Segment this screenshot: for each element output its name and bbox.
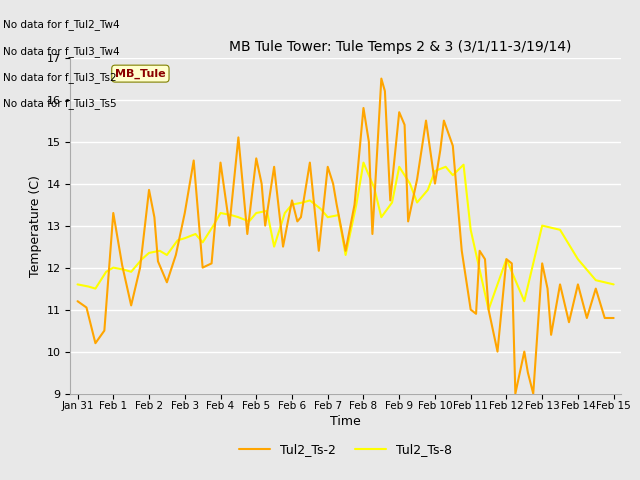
- Text: MB_Tule: MB_Tule: [115, 69, 166, 79]
- Tul2_Ts-8: [74, 281, 81, 287]
- Y-axis label: Temperature (C): Temperature (C): [29, 175, 42, 276]
- Tul2_Ts-8: [484, 307, 492, 312]
- Tul2_Ts-8: [442, 164, 449, 169]
- Tul2_Ts-8: [353, 202, 360, 207]
- Tul2_Ts-2: [511, 391, 519, 396]
- Tul2_Ts-2: [565, 319, 573, 325]
- Title: MB Tule Tower: Tule Temps 2 & 3 (3/1/11-3/19/14): MB Tule Tower: Tule Temps 2 & 3 (3/1/11-…: [230, 40, 572, 54]
- Line: Tul2_Ts-8: Tul2_Ts-8: [77, 163, 614, 310]
- Text: No data for f_Tul3_Ts5: No data for f_Tul3_Ts5: [3, 98, 117, 109]
- X-axis label: Time: Time: [330, 415, 361, 429]
- Tul2_Ts-2: [378, 76, 385, 82]
- Tul2_Ts-2: [270, 164, 278, 169]
- Text: No data for f_Tul3_Ts2: No data for f_Tul3_Ts2: [3, 72, 117, 83]
- Tul2_Ts-8: [342, 252, 349, 258]
- Tul2_Ts-2: [610, 315, 618, 321]
- Tul2_Ts-2: [387, 198, 394, 204]
- Tul2_Ts-2: [208, 261, 216, 266]
- Tul2_Ts-8: [199, 240, 207, 245]
- Tul2_Ts-8: [360, 160, 367, 166]
- Line: Tul2_Ts-2: Tul2_Ts-2: [77, 79, 614, 394]
- Tul2_Ts-8: [378, 215, 385, 220]
- Tul2_Ts-2: [396, 109, 403, 115]
- Tul2_Ts-2: [199, 265, 207, 271]
- Text: No data for f_Tul3_Tw4: No data for f_Tul3_Tw4: [3, 46, 120, 57]
- Tul2_Ts-8: [388, 200, 396, 205]
- Text: No data for f_Tul2_Tw4: No data for f_Tul2_Tw4: [3, 19, 120, 30]
- Legend: Tul2_Ts-2, Tul2_Ts-8: Tul2_Ts-2, Tul2_Ts-8: [234, 438, 457, 461]
- Tul2_Ts-2: [74, 299, 81, 304]
- Tul2_Ts-8: [610, 281, 618, 287]
